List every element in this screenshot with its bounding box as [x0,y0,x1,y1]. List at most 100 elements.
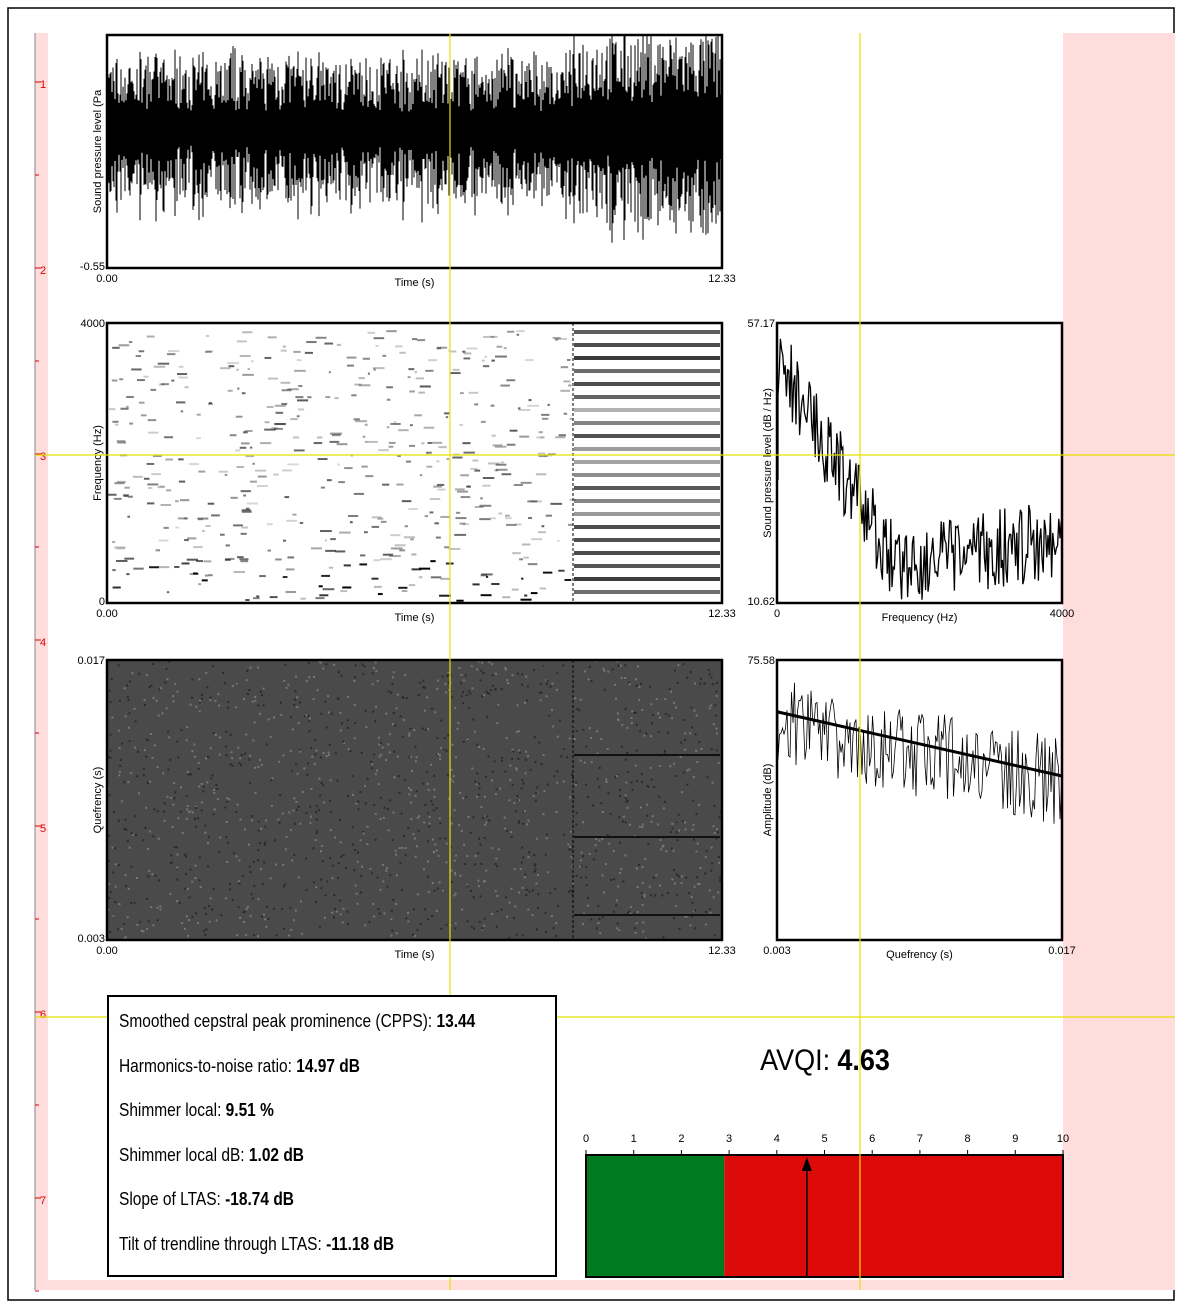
spectrogram-texture [380,558,392,561]
cepstrogram-noise [299,822,302,825]
cepstrogram-noise [167,730,170,733]
measures-box: Smoothed cepstral peak prominence (CPPS)… [107,995,557,1277]
panel-frame [105,658,724,942]
cepstrogram-noise [711,781,714,784]
cepstrogram-noise [390,934,393,937]
spectrogram-texture [330,432,342,435]
spectrogram-texture [286,519,297,522]
cepstrogram-noise [328,753,331,756]
cepstrogram-noise [323,916,326,919]
cepstrogram-noise [354,664,357,667]
cepstrogram-noise [144,826,147,829]
cepstrogram-noise [496,894,499,897]
cepstrogram-noise [340,855,343,858]
cepstrogram-noise [264,918,267,921]
cepstrogram-noise [361,865,364,868]
cepstrogram-noise [309,815,312,818]
cepstrogram-noise [200,809,203,812]
cepstrogram-noise [641,826,644,829]
cepstrogram-noise [391,838,394,841]
spectrogram-texture [125,405,129,408]
cepstrogram-noise [519,868,522,871]
scale-high [724,1155,1063,1277]
cepstrogram-noise [306,773,309,776]
cepstrogram-noise [147,920,150,923]
cepstrogram-noise [342,740,345,743]
cepstrogram-noise [310,746,313,749]
cepstrogram-noise [127,699,130,702]
cepstrogram-noise [710,748,713,751]
cepstrogram-noise [185,915,188,918]
cepstrogram-noise [494,890,497,893]
cepstrogram-noise [243,910,246,913]
spectrogram-texture [236,340,247,343]
cepstrogram-noise [510,887,513,890]
cepstrogram-noise [134,815,137,818]
cepstrogram-noise [291,769,294,772]
cepstrogram-noise [143,768,146,771]
spectrogram-texture [193,572,198,575]
measure-label: Harmonics-to-noise ratio: [119,1055,292,1076]
cepstrogram-noise [646,803,649,806]
cepstrogram-noise [377,783,380,786]
cepstrogram-noise [203,907,206,910]
cepstrogram-noise [249,781,252,784]
cepstrogram-noise [152,835,155,838]
cepstrogram-noise [540,691,543,694]
spectrogram-texture [371,516,382,519]
cepstrogram-noise [545,931,548,934]
spectrogram-texture [375,344,379,347]
cepstrogram-noise [652,876,655,879]
cepstrogram-noise [533,668,536,671]
cepstrogram-noise [219,836,222,839]
cepstrogram-noise [659,764,662,767]
cepstrogram-noise [167,768,170,771]
spectrogram-texture [574,343,720,347]
cepstrogram-noise [152,663,155,666]
spectrogram-texture [242,431,248,434]
spectrogram-texture [241,510,252,513]
spectrogram-texture [136,379,145,382]
cepstrogram-noise [254,792,257,795]
cepstrogram-noise [500,688,503,691]
y-bottom-label: 0.003 [77,933,105,945]
cepstrogram-noise [643,895,646,898]
cepstrogram-noise [118,903,121,906]
cepstrogram-noise [309,822,312,825]
cepstrogram-noise [476,743,479,746]
cepstrogram-noise [449,673,452,676]
cepstrogram-noise [518,799,521,802]
cepstrogram-noise [658,795,661,798]
cepstrogram-noise [185,795,188,798]
cepstrogram-noise [660,848,663,851]
spectrogram-texture [168,350,180,353]
cepstrogram-noise [146,847,149,850]
cepstrogram-noise [438,881,441,884]
cepstrogram-noise [217,693,220,696]
spectrogram-texture [224,558,231,561]
cepstrogram-noise [248,865,251,868]
cepstrogram-noise [633,927,636,930]
cepstrogram-noise [391,929,394,932]
cepstrogram-noise [331,911,334,914]
spectrogram-texture [574,421,720,425]
cepstrogram-noise [328,743,331,746]
cepstrogram-noise [626,726,629,729]
cepstrogram-noise [477,879,480,882]
cepstrogram-noise [362,830,365,833]
spectrogram-texture [330,538,336,541]
cepstrogram-noise [625,800,628,803]
cepstrogram-noise [671,878,674,881]
cepstrogram-noise [415,845,418,848]
spectrogram-texture [315,336,327,339]
cepstrogram-noise [686,769,689,772]
spectrogram-texture [135,355,142,358]
cepstrogram-noise [526,685,529,688]
cepstrogram-noise [198,785,201,788]
cepstrogram-noise [440,719,443,722]
cepstrogram-noise [146,781,149,784]
cepstrogram-noise [157,714,160,717]
cepstrogram-noise [496,865,499,868]
cepstrogram-noise [413,934,416,937]
cepstrogram-noise [187,810,190,813]
